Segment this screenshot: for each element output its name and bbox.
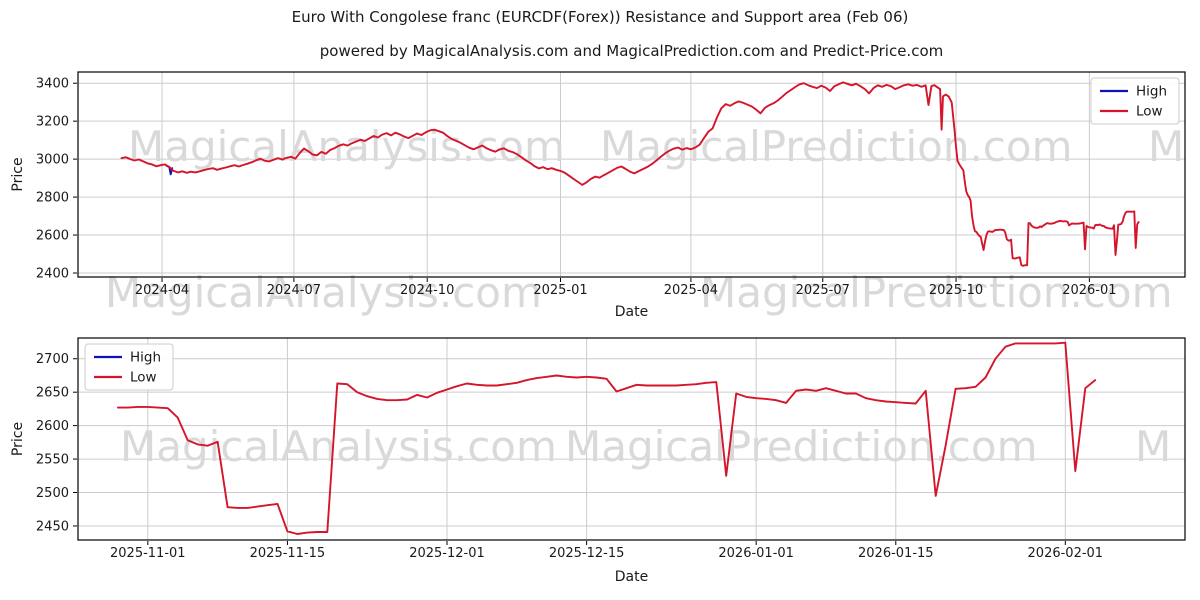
y-tick-label: 2650 <box>36 386 69 401</box>
watermark-text: M <box>1148 122 1184 171</box>
watermark-text: MagicalPrediction.com <box>700 268 1173 317</box>
x-tick-label: 2025-04 <box>664 283 718 298</box>
y-axis-label: Price <box>10 157 26 191</box>
top-chart: MagicalAnalysis.com MagicalPrediction.com… <box>10 71 1186 320</box>
x-tick-label: 2026-01-15 <box>858 546 934 561</box>
x-axis-label: Date <box>615 304 648 320</box>
low-line <box>120 81 1140 267</box>
x-axis: 2024-04 2024-07 2024-10 2025-01 2025-04 2025-… <box>135 278 1117 320</box>
y-tick-label: 2400 <box>36 267 69 282</box>
plot-border <box>77 337 1186 541</box>
x-tick-label: 2025-11-15 <box>250 546 326 561</box>
x-tick-label: 2025-12-15 <box>549 546 625 561</box>
legend-box <box>84 343 174 391</box>
figure-subtitle: powered by MagicalAnalysis.com and Magic… <box>319 42 944 60</box>
x-tick-label: 2024-04 <box>135 283 189 298</box>
legend-high-label: High <box>1136 84 1167 100</box>
low-line <box>116 341 1097 535</box>
plot-border <box>77 71 1186 278</box>
x-tick-label: 2025-11-01 <box>110 546 186 561</box>
grid <box>78 72 1185 277</box>
x-tick-label: 2025-10 <box>929 283 983 298</box>
legend-low-label: Low <box>130 370 157 386</box>
legend: High Low <box>84 343 174 391</box>
bottom-chart: MagicalAnalysis.com MagicalPrediction.com… <box>10 337 1186 585</box>
x-tick-label: 2025-12-01 <box>409 546 485 561</box>
x-tick-label: 2024-10 <box>400 283 454 298</box>
y-tick-label: 2600 <box>36 229 69 244</box>
watermark-text: MagicalPrediction.com <box>600 122 1073 171</box>
y-tick-label: 3200 <box>36 115 69 130</box>
x-tick-label: 2025-07 <box>796 283 850 298</box>
y-tick-label: 2700 <box>36 352 69 367</box>
y-tick-label: 3000 <box>36 153 69 168</box>
legend: High Low <box>1090 77 1180 125</box>
y-tick-label: 3400 <box>36 77 69 92</box>
y-axis: 2450 2500 2550 2600 2650 2700 Price <box>10 352 77 534</box>
y-tick-label: 2450 <box>36 519 69 534</box>
legend-box <box>1090 77 1180 125</box>
y-tick-label: 2600 <box>36 419 69 434</box>
y-tick-label: 2500 <box>36 486 69 501</box>
x-axis-label: Date <box>615 569 648 585</box>
watermark-text: MagicalPrediction.com <box>565 422 1038 471</box>
figure-title: Euro With Congolese franc (EURCDF(Forex)… <box>291 8 909 26</box>
watermark-text: M <box>1135 422 1171 471</box>
legend-high-label: High <box>130 350 161 366</box>
x-tick-label: 2024-07 <box>267 283 321 298</box>
y-tick-label: 2800 <box>36 191 69 206</box>
x-tick-label: 2025-01 <box>533 283 587 298</box>
legend-low-label: Low <box>1136 104 1163 120</box>
y-axis-label: Price <box>10 422 26 456</box>
y-axis: 2400 2600 2800 3000 3200 3400 Price <box>10 77 77 282</box>
watermark-text: MagicalAnalysis.com <box>105 268 542 317</box>
x-tick-label: 2026-01 <box>1062 283 1116 298</box>
grid <box>78 338 1185 540</box>
y-tick-label: 2550 <box>36 453 69 468</box>
x-tick-label: 2026-02-01 <box>1028 546 1104 561</box>
watermark-text: MagicalAnalysis.com <box>128 122 565 171</box>
watermark-text: MagicalAnalysis.com <box>120 422 557 471</box>
x-tick-label: 2026-01-01 <box>718 546 794 561</box>
x-axis: 2025-11-01 2025-11-15 2025-12-01 2025-12-15… <box>110 541 1103 585</box>
